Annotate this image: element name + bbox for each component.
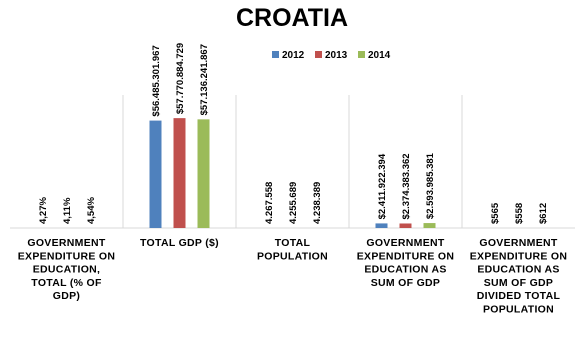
category-label-1: GOVERNMENT EXPENDITURE ON EDUCATION, TOTAL … <box>18 237 116 302</box>
data-label-5-2014: $612 <box>538 203 549 224</box>
plot-area: 4,27% 4,11% 4,54% $56.485.301.967 $57.770.88… <box>10 43 575 229</box>
bar-4-2012 <box>375 223 388 228</box>
legend-label-2013: 2013 <box>325 50 348 61</box>
bar-2-2013 <box>173 118 186 228</box>
bar-4-2013 <box>399 223 412 228</box>
category-label-5: GOVERNMENT EXPENDITURE ON EDUCATION AS SUM … <box>470 237 568 316</box>
category-label-2: TOTAL GDP ($) <box>140 237 219 249</box>
legend-label-2014: 2014 <box>368 50 391 61</box>
legend-swatch-2013 <box>315 51 322 58</box>
data-label-1-2014: 4,54% <box>86 197 97 224</box>
data-label-2-2014: $57.136.241.867 <box>199 44 210 115</box>
data-label-5-2012: $565 <box>490 202 501 224</box>
data-label-3-2013: 4.255.689 <box>288 182 299 224</box>
category-labels: GOVERNMENT EXPENDITURE ON EDUCATION, TOTAL … <box>18 237 568 316</box>
bar-4-2014 <box>423 223 436 228</box>
data-label-3-2012: 4.267.558 <box>264 182 275 224</box>
legend-label-2012: 2012 <box>282 50 305 61</box>
legend-swatch-2014 <box>358 51 365 58</box>
category-label-3: TOTAL POPULATION <box>257 237 328 262</box>
data-label-4-2014: $2.593.985.381 <box>425 152 436 219</box>
category-label-4: GOVERNMENT EXPENDITURE ON EDUCATION AS SUM … <box>357 237 455 289</box>
data-label-5-2013: $558 <box>514 203 525 224</box>
legend: 2012 2013 2014 <box>272 50 391 61</box>
data-label-1-2012: 4,27% <box>38 197 49 224</box>
data-label-3-2014: 4.238.389 <box>312 182 323 224</box>
data-label-2-2013: $57.770.884.729 <box>175 43 186 114</box>
data-label-1-2013: 4,11% <box>62 197 73 224</box>
data-label-4-2012: $2.411.922.394 <box>377 153 388 219</box>
legend-swatch-2012 <box>272 51 279 58</box>
data-label-4-2013: $2.374.383.362 <box>401 153 412 219</box>
data-label-2-2012: $56.485.301.967 <box>151 45 162 116</box>
chart-title: CROATIA <box>236 4 348 32</box>
bar-2-2012 <box>149 120 162 228</box>
bar-2-2014 <box>197 119 210 228</box>
